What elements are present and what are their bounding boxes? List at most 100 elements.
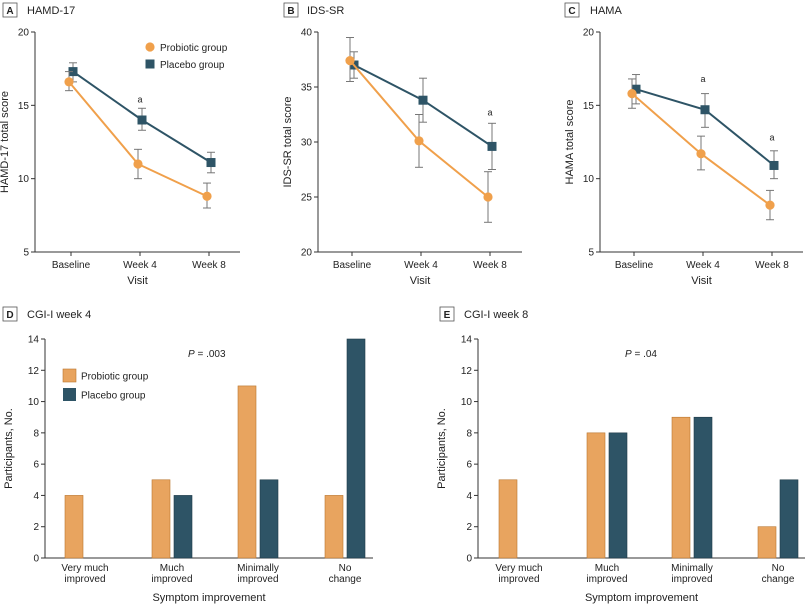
- x-tick-label: Week 4: [686, 260, 720, 271]
- bar-probiotic: [757, 526, 777, 559]
- x-axis-title: Visit: [691, 275, 712, 287]
- x-tick-label: Very much: [495, 563, 542, 574]
- y-tick-label: 4: [466, 491, 472, 502]
- series-placebo: [68, 62, 216, 174]
- data-point: [627, 89, 637, 99]
- x-tick-label: Much: [595, 563, 619, 574]
- x-tick-label: improved: [586, 574, 627, 585]
- x-tick-label: improved: [64, 574, 105, 585]
- y-tick-label: 10: [583, 174, 595, 185]
- y-tick-label: 15: [18, 101, 30, 112]
- legend-label: Probiotic group: [160, 43, 228, 54]
- legend-label: Placebo group: [160, 60, 225, 71]
- x-axis-title: Visit: [127, 275, 148, 287]
- significance-annotation: a: [700, 74, 705, 84]
- panel-letter-box: [439, 306, 455, 322]
- y-tick-label: 12: [461, 366, 473, 377]
- y-tick-label: 6: [33, 460, 39, 471]
- y-tick-label: 8: [33, 428, 39, 439]
- x-tick-label: Baseline: [333, 260, 372, 271]
- panel-title: CGI-I week 8: [464, 309, 528, 321]
- data-point: [483, 192, 493, 202]
- y-tick-label: 14: [461, 335, 473, 346]
- y-tick-label: 5: [23, 248, 29, 259]
- y-tick-label: 5: [588, 248, 594, 259]
- data-point: [206, 158, 216, 168]
- data-point: [64, 77, 74, 87]
- x-tick-label: change: [762, 574, 795, 585]
- y-axis-title: IDS-SR total score: [282, 96, 294, 187]
- p-value: P = .003: [188, 349, 226, 360]
- y-tick-label: 10: [28, 397, 40, 408]
- y-tick-label: 6: [466, 460, 472, 471]
- y-tick-label: 2: [466, 522, 472, 533]
- panel-letter-box: [2, 2, 18, 18]
- y-tick-label: 4: [33, 491, 39, 502]
- y-tick-label: 14: [28, 335, 40, 346]
- legend-swatch-probiotic: [62, 368, 77, 383]
- x-axis-title: Symptom improvement: [585, 592, 698, 604]
- x-tick-label: Week 4: [123, 260, 157, 271]
- legend-label: Probiotic group: [81, 372, 149, 383]
- data-point: [345, 56, 355, 66]
- bar-probiotic: [64, 495, 84, 559]
- p-value: P = .04: [625, 349, 657, 360]
- data-point: [202, 191, 212, 201]
- y-tick-label: 35: [301, 83, 313, 94]
- data-point: [765, 200, 775, 210]
- bar-probiotic: [151, 479, 171, 559]
- significance-annotation: a: [769, 133, 774, 143]
- x-tick-label: No: [339, 563, 352, 574]
- panel-title: HAMD-17: [27, 5, 75, 17]
- x-tick-label: change: [329, 574, 362, 585]
- y-tick-label: 0: [33, 554, 39, 565]
- legend-marker-placebo: [145, 59, 155, 69]
- x-tick-label: Very much: [61, 563, 108, 574]
- p-value-text: = .003: [195, 349, 226, 360]
- series-probiotic: [345, 37, 493, 223]
- legend: Probiotic group Placebo group: [62, 368, 149, 402]
- x-tick-label: improved: [671, 574, 712, 585]
- y-tick-label: 25: [301, 193, 313, 204]
- data-point: [133, 159, 143, 169]
- y-tick-label: 15: [583, 101, 595, 112]
- panel-header-C: C HAMA: [564, 2, 622, 18]
- bar-placebo: [173, 495, 193, 559]
- bar-probiotic: [671, 416, 691, 559]
- y-tick-label: 40: [301, 28, 313, 39]
- panel-letter-box: [564, 2, 580, 18]
- x-tick-label: Baseline: [52, 260, 91, 271]
- panel-title: HAMA: [590, 5, 622, 17]
- series-placebo: [631, 74, 779, 180]
- p-value-text: = .04: [632, 349, 658, 360]
- y-tick-label: 20: [18, 28, 30, 39]
- x-tick-label: improved: [237, 574, 278, 585]
- y-tick-label: 0: [466, 554, 472, 565]
- panel-letter: B: [287, 6, 294, 17]
- bar-placebo: [693, 416, 713, 559]
- y-tick-label: 10: [461, 397, 473, 408]
- y-tick-label: 8: [466, 428, 472, 439]
- data-point: [414, 136, 424, 146]
- panel-letter: E: [444, 310, 451, 321]
- y-axis-title: Participants, No.: [3, 408, 15, 489]
- bar-probiotic: [498, 479, 518, 559]
- panel-letter-box: [2, 306, 18, 322]
- data-point: [696, 149, 706, 159]
- bar-probiotic: [586, 432, 606, 559]
- bar-probiotic: [324, 495, 344, 559]
- x-tick-label: Minimally: [671, 563, 713, 574]
- x-tick-label: No: [772, 563, 785, 574]
- significance-annotation: a: [137, 94, 142, 104]
- chart-C: 5 10 15 20 Baseline Week 4 Week 8 Visit HAMA tot…: [564, 28, 803, 287]
- x-tick-label: Week 8: [755, 260, 789, 271]
- legend-marker-probiotic: [145, 42, 155, 52]
- legend-swatch-placebo: [63, 388, 76, 401]
- y-tick-label: 2: [33, 522, 39, 533]
- x-tick-label: Week 8: [192, 260, 226, 271]
- x-tick-label: improved: [498, 574, 539, 585]
- x-axis-title: Symptom improvement: [152, 592, 265, 604]
- panel-header-A: A HAMD-17: [2, 2, 75, 18]
